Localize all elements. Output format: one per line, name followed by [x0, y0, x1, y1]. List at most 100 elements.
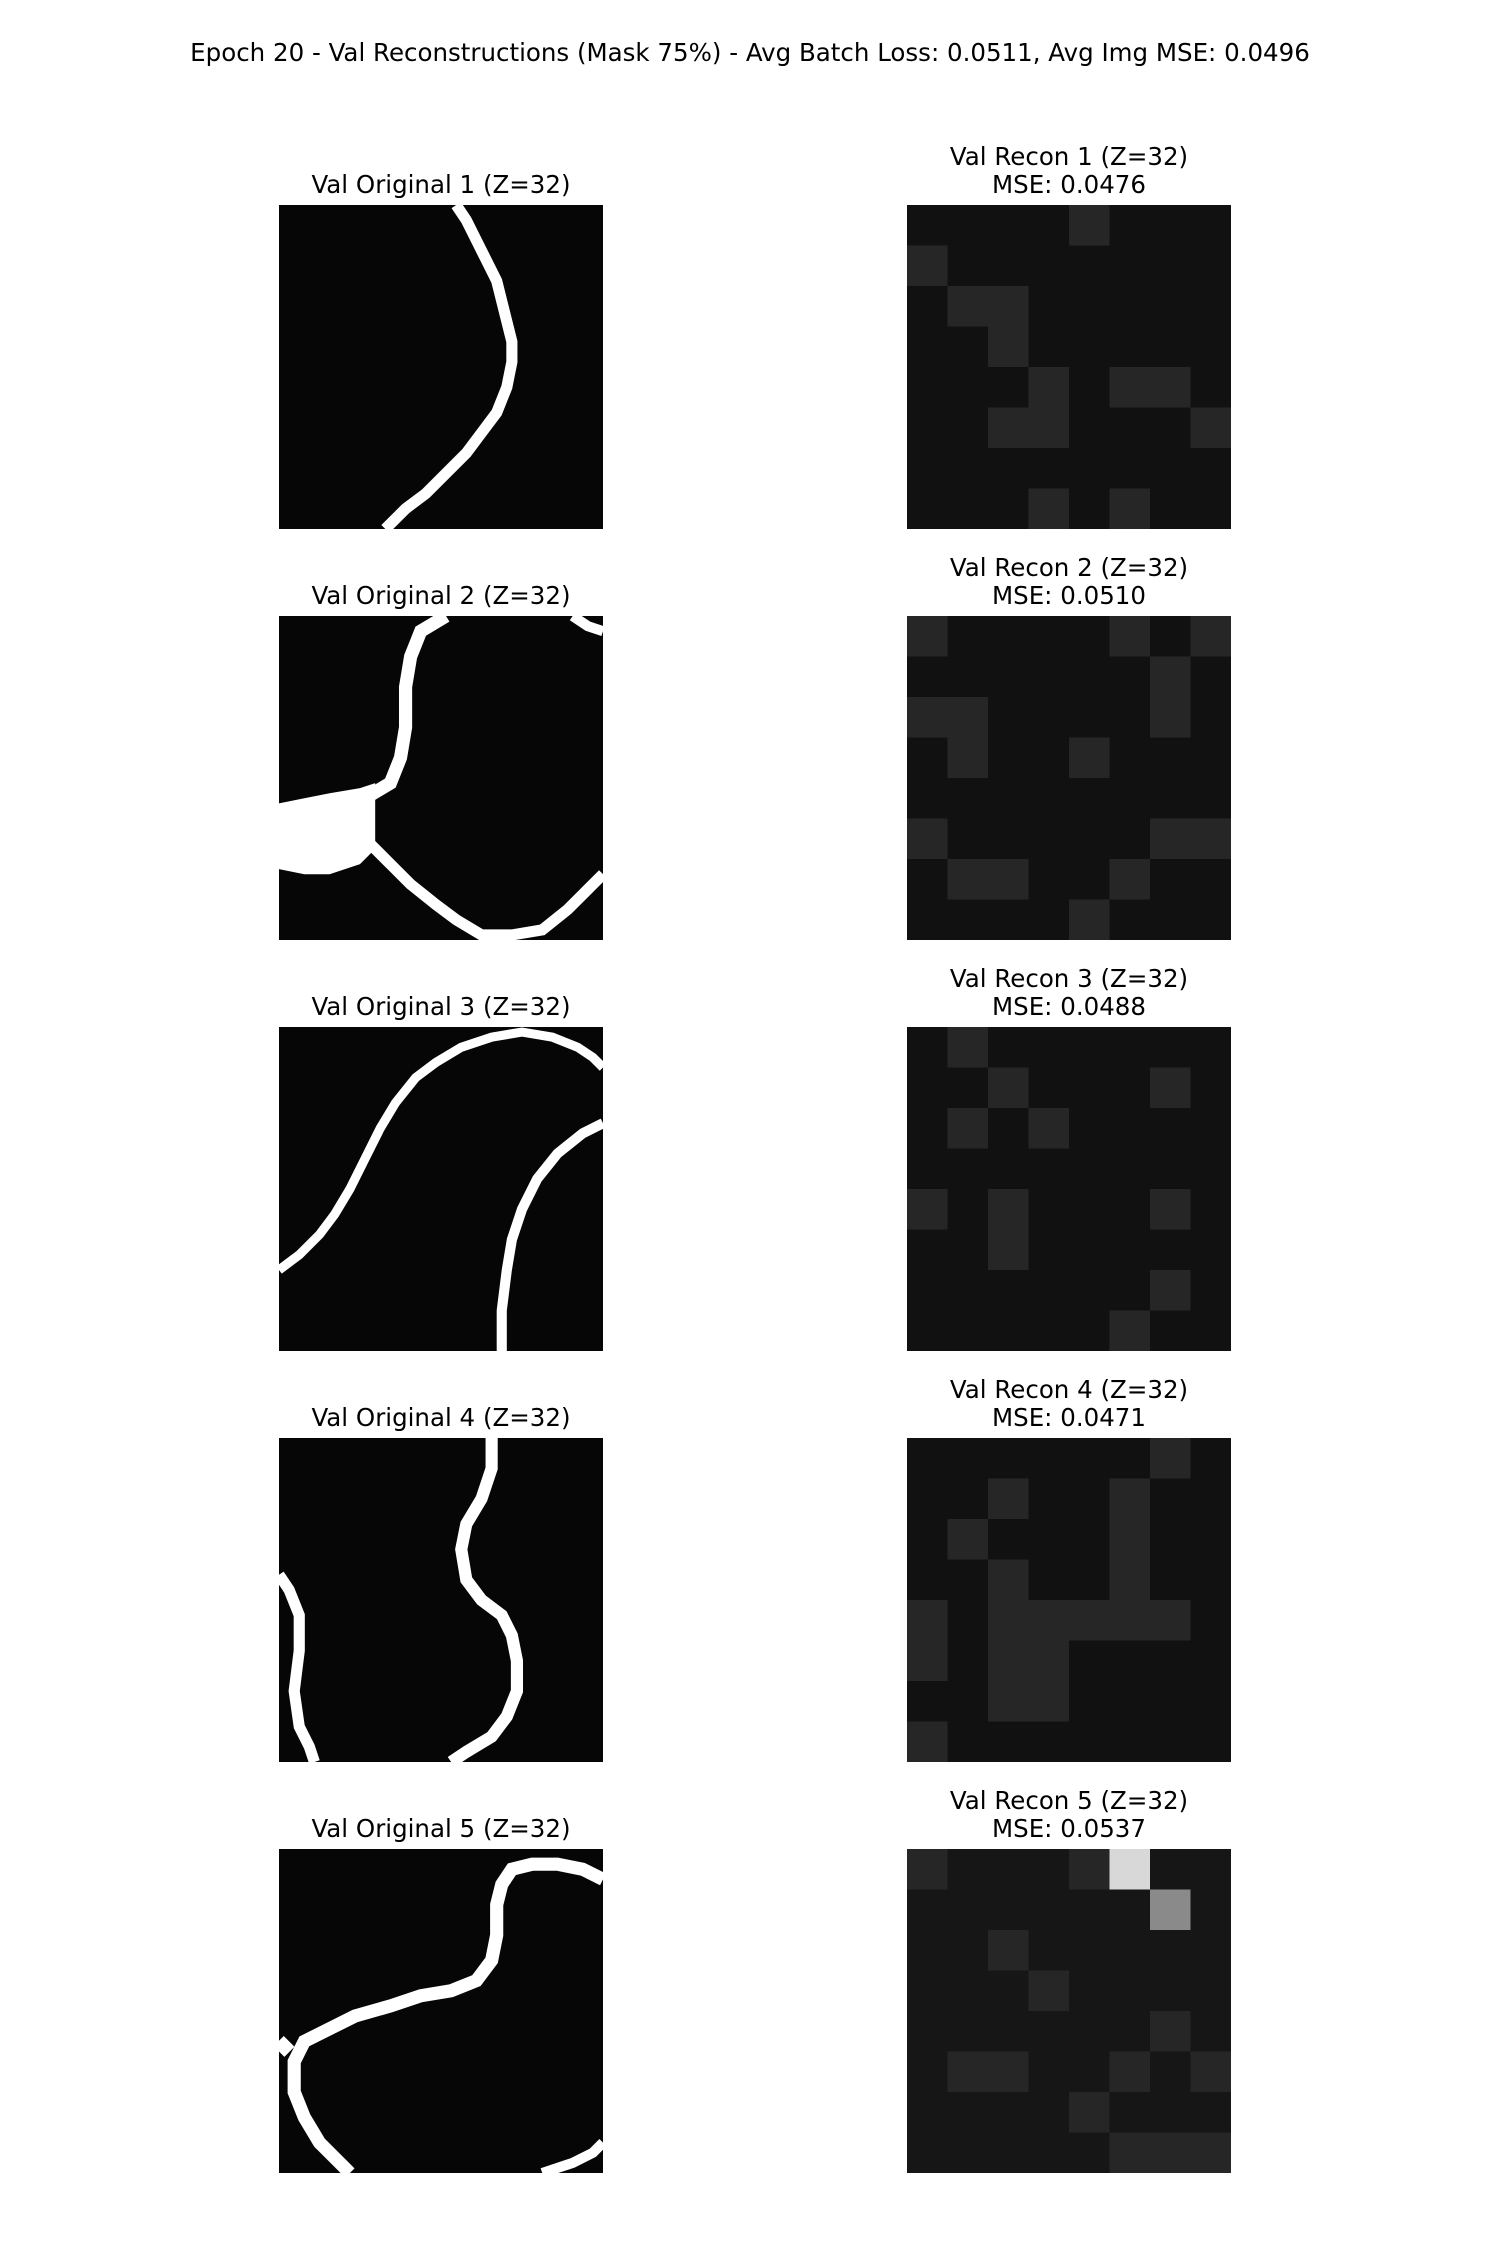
recon-patch [1109, 2051, 1150, 2092]
recon-patch [1109, 1600, 1150, 1641]
recon-patch [907, 1600, 948, 1641]
original-image-4 [279, 1438, 603, 1762]
recon-patch [1028, 1108, 1069, 1149]
recon-patch [1109, 859, 1150, 900]
recon-patch [907, 1189, 948, 1230]
recon-patch [1150, 367, 1191, 408]
recon-title: Val Recon 3 (Z=32) [949, 964, 1189, 993]
recon-patch [1069, 205, 1110, 246]
original-image-2 [279, 616, 603, 940]
recon-patch [947, 1519, 988, 1560]
recon-patch [1109, 1519, 1150, 1560]
panel-title: Val Original 2 (Z=32) [311, 581, 571, 610]
panel-title: Val Recon 4 (Z=32) MSE: 0.0471 [847, 1376, 1291, 1432]
recon-patch [1109, 367, 1150, 408]
recon-patch [947, 1027, 988, 1068]
recon-patch [907, 616, 948, 657]
recon-patch [988, 1229, 1029, 1270]
recon-image-5 [907, 1849, 1231, 2173]
recon-patch [1190, 407, 1231, 448]
recon-patch [1069, 899, 1110, 940]
recon-patch [1109, 1310, 1150, 1351]
recon-patch [1028, 367, 1069, 408]
recon-patch [907, 245, 948, 286]
recon-patch [1109, 1849, 1150, 1890]
recon-patch [1150, 818, 1191, 859]
recon-title: Val Recon 4 (Z=32) [949, 1375, 1189, 1404]
recon-image-4 [907, 1438, 1231, 1762]
recon-patch [1150, 1270, 1191, 1311]
figure-title: Epoch 20 - Val Reconstructions (Mask 75%… [190, 38, 1310, 67]
recon-image-2 [907, 616, 1231, 940]
panel-title: Val Recon 2 (Z=32) MSE: 0.0510 [847, 554, 1291, 610]
recon-image-1 [907, 205, 1231, 529]
recon-patch [1028, 1640, 1069, 1681]
recon-patch [1190, 2132, 1231, 2173]
mse-value: MSE: 0.0537 [992, 1814, 1146, 1843]
recon-title: Val Recon 5 (Z=32) [949, 1786, 1189, 1815]
recon-patch [947, 2051, 988, 2092]
recon-patch [1109, 488, 1150, 529]
recon-patch [1150, 656, 1191, 697]
recon-patch [1150, 1067, 1191, 1108]
mse-value: MSE: 0.0471 [992, 1403, 1146, 1432]
recon-patch [1109, 1559, 1150, 1600]
recon-patch [1150, 1889, 1191, 1930]
recon-patch [988, 1681, 1029, 1722]
recon-patch [988, 286, 1029, 327]
recon-patch [1150, 1189, 1191, 1230]
recon-patch [907, 697, 948, 738]
recon-patch [1150, 2011, 1191, 2052]
recon-patch [1150, 2132, 1191, 2173]
recon-patch [947, 1108, 988, 1149]
recon-patch [1109, 2132, 1150, 2173]
recon-patch [988, 1559, 1029, 1600]
recon-patch [1109, 616, 1150, 657]
recon-patch [1069, 1600, 1110, 1641]
recon-patch [1028, 1970, 1069, 2011]
recon-title: Val Recon 1 (Z=32) [949, 142, 1189, 171]
panel-title: Val Recon 1 (Z=32) MSE: 0.0476 [847, 143, 1291, 199]
recon-patch [1190, 818, 1231, 859]
recon-patch [1028, 1681, 1069, 1722]
original-image-3 [279, 1027, 603, 1351]
recon-patch [947, 737, 988, 778]
recon-patch [988, 326, 1029, 367]
recon-patch [907, 1849, 948, 1890]
recon-patch [1028, 407, 1069, 448]
recon-patch [947, 286, 988, 327]
panel-title: Val Original 1 (Z=32) [311, 170, 571, 199]
recon-patch [1150, 697, 1191, 738]
recon-patch [988, 1189, 1029, 1230]
panel-title: Val Original 3 (Z=32) [311, 992, 571, 1021]
panel-title: Val Recon 5 (Z=32) MSE: 0.0537 [847, 1787, 1291, 1843]
recon-patch [907, 818, 948, 859]
recon-patch [907, 1721, 948, 1762]
mse-value: MSE: 0.0488 [992, 992, 1146, 1021]
recon-patch [1109, 1478, 1150, 1519]
recon-patch [1069, 1849, 1110, 1890]
recon-patch [947, 697, 988, 738]
recon-image-3 [907, 1027, 1231, 1351]
recon-patch [1150, 1600, 1191, 1641]
recon-title: Val Recon 2 (Z=32) [949, 553, 1189, 582]
recon-patch [1150, 1438, 1191, 1479]
recon-patch [907, 1640, 948, 1681]
recon-patch [988, 859, 1029, 900]
recon-patch [988, 1478, 1029, 1519]
recon-patch [988, 2051, 1029, 2092]
recon-patch [988, 1930, 1029, 1971]
panel-title: Val Recon 3 (Z=32) MSE: 0.0488 [847, 965, 1291, 1021]
recon-patch [1069, 2092, 1110, 2133]
recon-patch [1028, 1600, 1069, 1641]
recon-patch [988, 407, 1029, 448]
original-image-1 [279, 205, 603, 529]
recon-patch [1069, 737, 1110, 778]
mse-value: MSE: 0.0510 [992, 581, 1146, 610]
recon-patch [1028, 488, 1069, 529]
recon-patch [988, 1067, 1029, 1108]
panel-title: Val Original 5 (Z=32) [311, 1814, 571, 1843]
recon-patch [947, 859, 988, 900]
recon-patch [1190, 616, 1231, 657]
original-image-5 [279, 1849, 603, 2173]
